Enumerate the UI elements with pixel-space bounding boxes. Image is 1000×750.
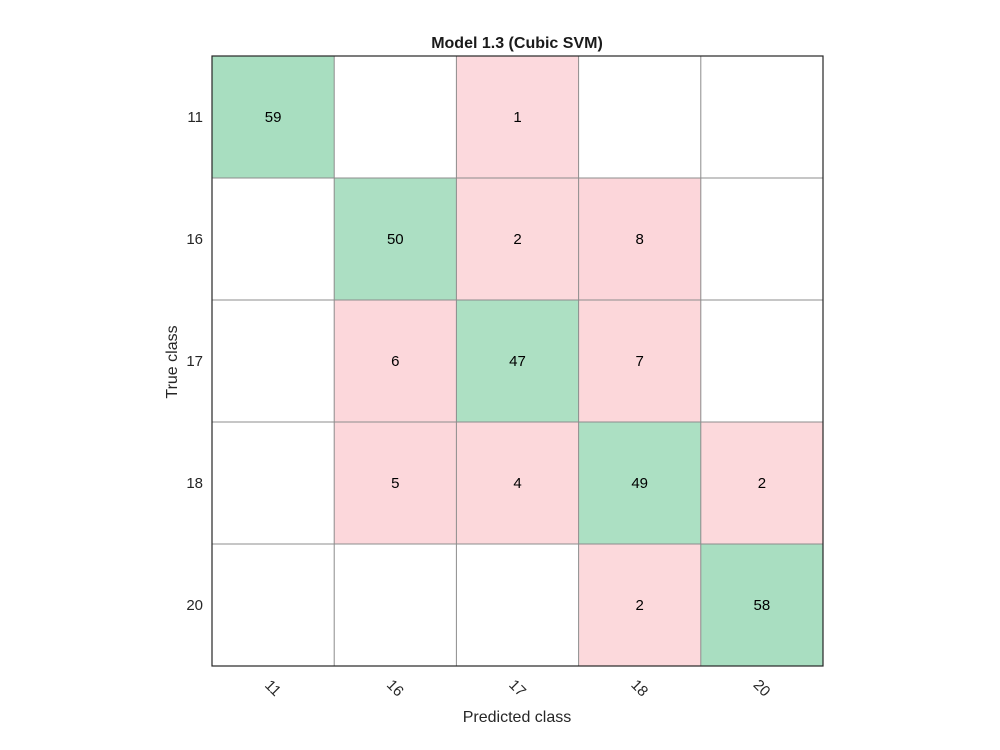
matrix-cell	[334, 178, 457, 300]
matrix-cell	[212, 178, 335, 300]
x-tick-label: 17	[505, 676, 529, 700]
matrix-cell	[578, 300, 701, 422]
x-tick-label: 18	[627, 676, 651, 700]
matrix-cell	[334, 56, 457, 178]
x-tick-label: 16	[383, 676, 407, 700]
matrix-cell	[700, 300, 823, 422]
matrix-cell	[212, 544, 335, 666]
cell-value: 2	[513, 231, 521, 248]
matrix-cells	[212, 56, 823, 666]
matrix-cell	[456, 178, 579, 300]
cell-value: 47	[509, 353, 526, 370]
x-tick-label: 11	[261, 677, 284, 700]
matrix-cell	[700, 56, 823, 178]
cell-value: 50	[387, 231, 404, 248]
cell-value: 58	[754, 597, 771, 614]
matrix-cell	[700, 422, 823, 544]
matrix-cell	[700, 178, 823, 300]
matrix-cell	[212, 56, 335, 178]
matrix-cell	[578, 422, 701, 544]
cell-value: 6	[391, 353, 399, 370]
matrix-gridlines	[212, 56, 823, 666]
y-tick-label: 16	[186, 231, 203, 248]
matrix-cell	[212, 422, 335, 544]
y-tick-label: 20	[186, 597, 203, 614]
y-tick-labels: 11 16 17 18 20	[186, 109, 203, 614]
cell-value: 8	[636, 231, 644, 248]
matrix-cell	[578, 56, 701, 178]
matrix-cell	[456, 544, 579, 666]
matrix-cell	[578, 178, 701, 300]
matrix-cell	[334, 422, 457, 544]
cell-value: 4	[513, 475, 521, 492]
matrix-cell	[456, 422, 579, 544]
matrix-cell	[456, 56, 579, 178]
matrix-cell	[700, 544, 823, 666]
matrix-cell	[578, 544, 701, 666]
cell-value-labels: 59 150 2 86 47 75 4 49 22 58	[265, 109, 770, 614]
matrix-cell	[334, 544, 457, 666]
matrix-border	[211, 55, 824, 667]
chart-title: Model 1.3 (Cubic SVM)	[431, 35, 603, 52]
y-axis-label: True class	[164, 325, 181, 398]
x-tick-label: 20	[750, 676, 774, 700]
cell-value: 1	[513, 109, 521, 126]
matrix-cell	[212, 300, 335, 422]
cell-value: 2	[636, 597, 644, 614]
y-tick-label: 11	[187, 109, 203, 126]
x-tick-labels: 11 16 17 18 20	[261, 676, 773, 700]
y-tick-label: 18	[186, 475, 203, 492]
matrix-cell	[334, 300, 457, 422]
cell-value: 5	[391, 475, 399, 492]
cell-value: 2	[758, 475, 766, 492]
cell-value: 49	[631, 475, 648, 492]
cell-value: 7	[636, 353, 644, 370]
x-axis-label: Predicted class	[463, 709, 572, 726]
matrix-cell	[456, 300, 579, 422]
y-tick-label: 17	[186, 353, 203, 370]
cell-value: 59	[265, 109, 282, 126]
